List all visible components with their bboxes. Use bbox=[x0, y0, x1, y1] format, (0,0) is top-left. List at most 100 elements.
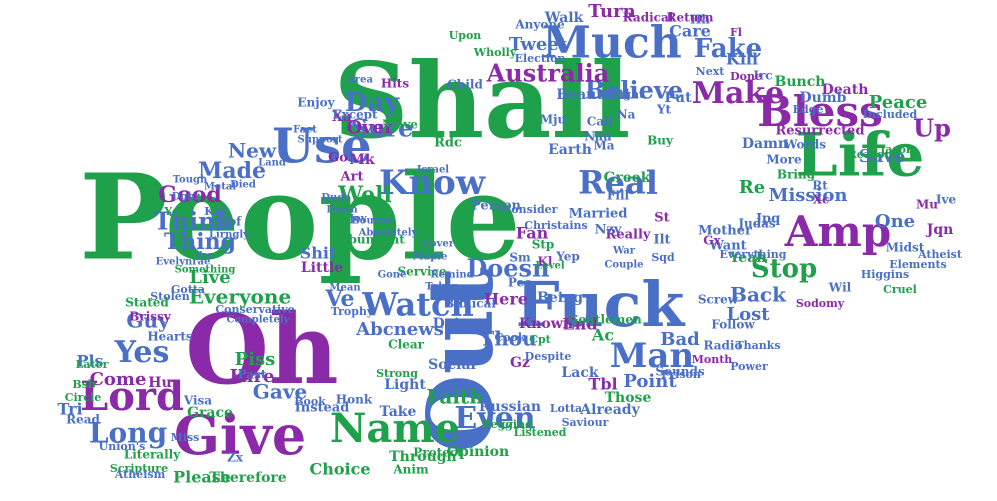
word-thou: Thou bbox=[479, 327, 536, 351]
word-go: Go bbox=[328, 151, 348, 166]
word-more: More bbox=[766, 153, 802, 167]
word-biblical: Biblical bbox=[444, 297, 496, 311]
word-union-s: Union's bbox=[99, 440, 146, 453]
word-area: Area bbox=[346, 75, 373, 86]
word-care: Care bbox=[669, 22, 711, 41]
word-later: Later bbox=[76, 358, 109, 371]
word-gx: Gx bbox=[703, 234, 721, 248]
word-through: Through bbox=[389, 449, 456, 465]
word-included: Included bbox=[863, 108, 918, 121]
word-give: Give bbox=[174, 403, 306, 467]
word-turn: Turn bbox=[588, 1, 635, 22]
word-higgins: Higgins bbox=[861, 268, 909, 281]
word-yes: Yes bbox=[114, 335, 170, 370]
word-mother: Mother bbox=[698, 224, 752, 239]
word-reason: Reason bbox=[848, 148, 893, 161]
word-social: Social bbox=[428, 357, 476, 373]
word-already: Already bbox=[579, 402, 640, 418]
word-move: Move bbox=[382, 118, 418, 132]
word-listened: Listened bbox=[514, 426, 567, 439]
word-yd: Yd bbox=[163, 205, 180, 218]
word-child: Child bbox=[447, 78, 483, 92]
word-yeah: Yeah bbox=[729, 250, 767, 266]
word-here: Here bbox=[484, 290, 528, 309]
word-anyone: Anyone bbox=[514, 18, 565, 32]
word-fill: Fill bbox=[607, 189, 630, 203]
word-book: Book bbox=[294, 395, 326, 408]
word-support: Support bbox=[297, 135, 342, 146]
word-art: Art bbox=[340, 170, 364, 185]
word-cook: Cook bbox=[494, 331, 525, 344]
word-lord: Lord bbox=[80, 373, 184, 420]
word-mk: Mk bbox=[349, 152, 374, 168]
word-resurrected: Resurrected bbox=[775, 124, 864, 139]
word-tweet: Tweet bbox=[509, 34, 568, 55]
word-saviour: Saviour bbox=[562, 416, 609, 429]
word-back: Back bbox=[730, 283, 787, 307]
word-australia: Australia bbox=[486, 59, 610, 88]
word-lost: Lost bbox=[726, 304, 770, 325]
word-conservative: Conservative bbox=[215, 303, 294, 316]
word-person: Person bbox=[471, 199, 522, 214]
word-absolutely: Absolutely bbox=[358, 228, 419, 239]
word-peace: Peace bbox=[869, 92, 928, 113]
word-except: Except bbox=[332, 108, 378, 122]
word-sm: Sm bbox=[509, 251, 531, 265]
word-couple: Couple bbox=[604, 260, 643, 271]
word-walk: Walk bbox=[544, 10, 584, 26]
word-choice: Choice bbox=[309, 460, 370, 479]
word-tough: Tough bbox=[173, 175, 208, 186]
word-end: End bbox=[562, 315, 597, 334]
word-lack: Lack bbox=[561, 365, 598, 381]
word-fact: Fact bbox=[293, 125, 317, 136]
word-protect: Protect bbox=[413, 446, 463, 460]
word-amp: Amp bbox=[784, 207, 891, 256]
word-shall: Shall bbox=[333, 39, 630, 162]
word-cpt: Cpt bbox=[529, 333, 551, 346]
word-jqn: Jqn bbox=[925, 222, 954, 238]
word-tri: Tri bbox=[57, 400, 82, 419]
word-rt: Rt bbox=[812, 179, 828, 193]
word-yep: Yep bbox=[555, 250, 580, 264]
word-rdc: Rdc bbox=[434, 136, 462, 151]
word-ive: Ive bbox=[936, 193, 957, 207]
word-good: Good bbox=[158, 182, 222, 208]
word-follow: Follow bbox=[711, 318, 755, 332]
word-gentlemen: Gentlemen bbox=[568, 313, 642, 327]
word-faith: Faith bbox=[426, 385, 484, 409]
word-watch: Watch bbox=[361, 286, 473, 324]
word-over: Over bbox=[346, 117, 394, 138]
word-doing: Doing bbox=[433, 316, 480, 332]
word-something: Something bbox=[175, 265, 236, 276]
word-evelynrae: Evelynrae bbox=[156, 257, 211, 268]
word-next: Next bbox=[696, 65, 726, 78]
word-damn: Damn bbox=[742, 136, 788, 152]
word-return: Return bbox=[667, 11, 714, 25]
word-completely: Completely bbox=[227, 315, 291, 326]
word-zx: Zx bbox=[227, 451, 244, 465]
word-xc: Xc bbox=[813, 193, 830, 207]
word-gave: Gave bbox=[253, 380, 307, 404]
word-prison: Prison bbox=[661, 368, 701, 381]
word-use: Use bbox=[272, 119, 371, 175]
word-midst: Midst bbox=[886, 241, 925, 255]
word-mission: Mission bbox=[769, 185, 848, 206]
word-one: One bbox=[875, 211, 915, 232]
word-guy: Guy bbox=[126, 309, 171, 333]
word-come: Come bbox=[90, 369, 147, 390]
word-dude: Dude bbox=[321, 193, 350, 204]
word-gotta: Gotta bbox=[171, 283, 205, 296]
word-instead: Instead bbox=[295, 401, 350, 416]
word-honk: Honk bbox=[336, 393, 373, 407]
word-want: Want bbox=[708, 239, 746, 254]
word-even: Even bbox=[454, 401, 535, 436]
word-save: Save bbox=[859, 146, 906, 167]
word-beautiful: Beautiful bbox=[556, 87, 629, 103]
word-think: Think bbox=[154, 207, 234, 236]
word-sjbf: Sjbf bbox=[215, 215, 242, 229]
word-metal: Metal bbox=[204, 182, 237, 193]
word-day: Day bbox=[345, 88, 400, 118]
word-put: Put bbox=[664, 90, 692, 106]
word-sounds: Sounds bbox=[655, 365, 705, 379]
